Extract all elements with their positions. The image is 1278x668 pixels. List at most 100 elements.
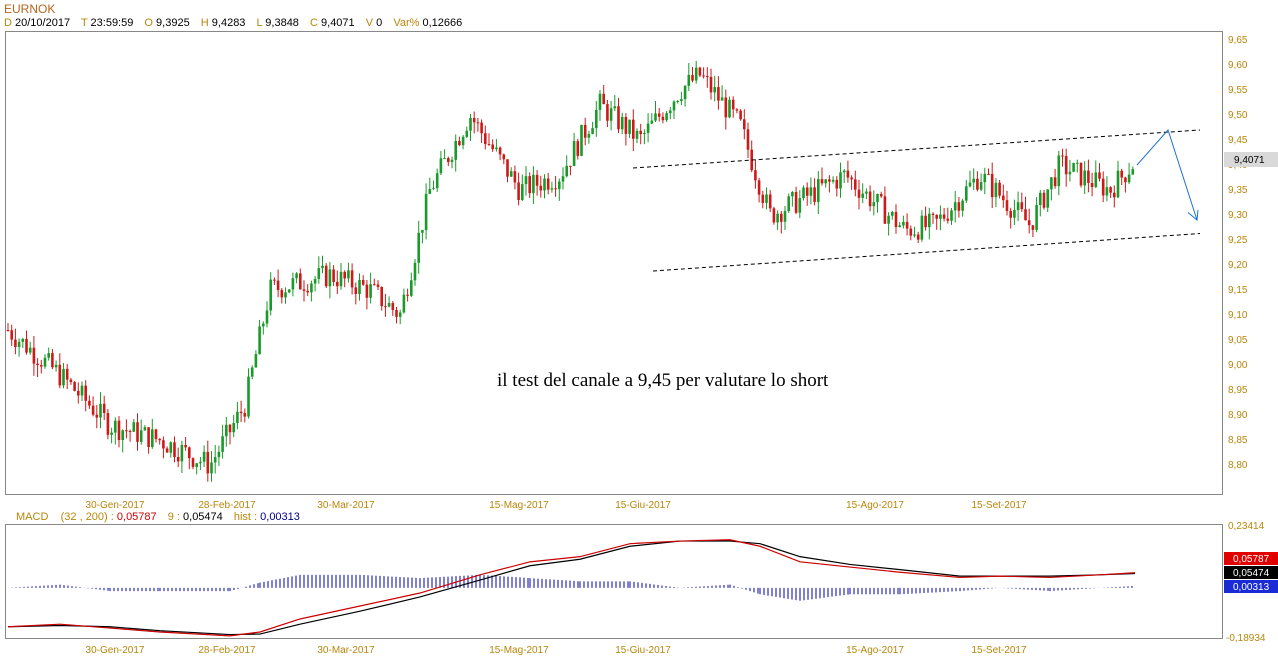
candle-body <box>191 458 195 467</box>
candle-body <box>561 176 565 182</box>
candle-body <box>724 97 728 118</box>
candle-body <box>154 429 158 439</box>
candle-body <box>680 99 683 101</box>
candle-body <box>702 75 705 77</box>
macd-tag-text: 0,05787 <box>1233 554 1270 565</box>
candle-body <box>543 178 546 191</box>
candle-body <box>968 182 972 187</box>
candle-body <box>506 159 509 177</box>
candle-body <box>413 262 417 281</box>
candle-body <box>69 379 73 383</box>
candle-body <box>206 451 210 474</box>
candle-body <box>276 280 280 291</box>
candle-body <box>913 234 916 236</box>
chart-title-symbol: EURNOK <box>4 2 56 16</box>
candle-body <box>891 211 894 216</box>
candle-body <box>783 211 787 222</box>
candle-body <box>776 213 779 223</box>
candle-body <box>165 448 169 453</box>
date-tick-label: 28-Feb-2017 <box>198 500 256 511</box>
candle-body <box>454 140 457 160</box>
candle-body <box>458 140 461 146</box>
candle-body <box>358 279 361 295</box>
candle-body <box>391 303 395 310</box>
candle-body <box>110 432 113 435</box>
candle-body <box>1005 200 1009 212</box>
candle-body <box>643 132 646 135</box>
date-value: 20/10/2017 <box>15 17 71 29</box>
candle-body <box>1031 225 1035 230</box>
candle-body <box>835 179 839 189</box>
macd-header: MACD (32 , 200) : 0,05787 9 : 0,05474 hi… <box>16 511 300 523</box>
candle-body <box>213 457 217 463</box>
candle-body <box>232 422 235 433</box>
candle-body <box>805 187 809 196</box>
candle-body <box>868 191 872 207</box>
date-tick-label: 15-Giu-2017 <box>615 645 671 656</box>
candle-body <box>620 116 624 130</box>
candle-body <box>424 193 428 230</box>
macd-line <box>7 539 1136 637</box>
candle-body <box>158 438 161 441</box>
candle-body <box>569 165 572 167</box>
macd-series <box>7 539 1136 637</box>
candle-body <box>846 170 850 178</box>
candle-body <box>513 171 517 183</box>
candle-body <box>854 179 857 190</box>
candle-body <box>598 93 602 110</box>
date-tick-label: 15-Set-2017 <box>971 500 1026 511</box>
last-price-tag <box>1224 152 1278 167</box>
candle-body <box>632 119 635 139</box>
signal-value: 0,05474 <box>183 511 223 523</box>
candle-body <box>195 463 198 467</box>
date-tick-label: 30-Mar-2017 <box>317 500 375 511</box>
price-tick-label: 9,15 <box>1228 285 1248 296</box>
candle-body <box>40 365 43 367</box>
price-tick-label: 9,45 <box>1228 135 1248 146</box>
candle-body <box>761 194 765 203</box>
candle-body <box>861 193 864 198</box>
candle-body <box>939 214 942 219</box>
candle-body <box>1098 172 1101 179</box>
candle-body <box>1090 182 1094 188</box>
candle-body <box>580 124 583 156</box>
candle-body <box>872 202 876 207</box>
candle-body <box>217 451 221 458</box>
candle-body <box>347 270 350 279</box>
price-tick-label: 9,05 <box>1228 335 1248 346</box>
candle-body <box>953 202 957 211</box>
candle-body <box>291 278 295 290</box>
candle-body <box>646 123 650 133</box>
candle-body <box>354 287 358 295</box>
candle-body <box>10 330 13 340</box>
candle-body <box>384 306 387 308</box>
candle-body <box>1109 187 1112 193</box>
price-tick-label: 8,85 <box>1228 435 1248 446</box>
candle-body <box>143 427 147 431</box>
candle-body <box>328 269 332 287</box>
candle-body <box>628 119 631 134</box>
candle-body <box>199 461 202 464</box>
candle-body <box>450 159 454 163</box>
candle-body <box>225 424 228 437</box>
candle-body <box>765 194 768 203</box>
price-panel-frame <box>5 31 1223 495</box>
candle-body <box>480 122 483 134</box>
candle-body <box>839 172 842 189</box>
candle-body <box>639 130 642 135</box>
candle-body <box>876 193 879 203</box>
candle-body <box>176 457 180 462</box>
candle-body <box>443 158 446 160</box>
candle-body <box>350 270 354 288</box>
candle-body <box>1050 177 1053 190</box>
high-value: 9,4283 <box>211 17 246 29</box>
candle-body <box>47 353 50 358</box>
candle-body <box>672 101 676 111</box>
candle-body <box>484 133 487 145</box>
candle-body <box>1087 170 1090 183</box>
hist-tag-text: 0,00313 <box>1233 582 1270 593</box>
candle-body <box>1127 174 1131 183</box>
candle-body <box>247 376 250 417</box>
candle-body <box>532 174 535 194</box>
